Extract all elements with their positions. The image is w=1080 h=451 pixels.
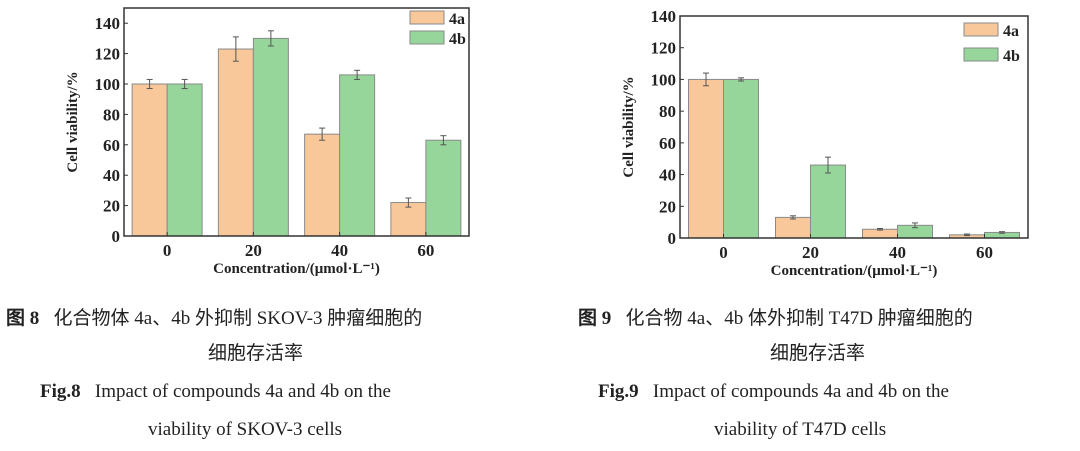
legend-label-4a: 4a [1003, 23, 1019, 40]
chart-fig8: 0 20 40 60 80 100 120 140 0 20 40 60 Concentration/(… [65, 7, 470, 277]
y-tick-label: 60 [659, 134, 676, 153]
bar-4a-40 [304, 133, 341, 237]
legend-swatch-4a [963, 22, 999, 37]
caption-fig8-cn-line1: 图 8 化合物体 4a、4b 外抑制 SKOV-3 肿瘤细胞的 [6, 303, 422, 330]
bar-4b-40 [339, 74, 376, 237]
legend-label-4b: 4b [449, 31, 466, 48]
y-tick-label: 120 [651, 39, 677, 58]
y-tick-label: 140 [651, 7, 677, 26]
caption-text: Impact of compounds 4a and 4b on the [94, 381, 391, 402]
caption-text: 化合物 4a、4b 体外抑制 T47D 肿瘤细胞的 [625, 308, 973, 329]
y-tick-label: 40 [659, 166, 676, 185]
caption-fig8-cn-line2: 细胞存活率 [208, 343, 304, 364]
y-tick-label: 0 [112, 227, 121, 246]
y-tick-label: 100 [651, 70, 677, 89]
bar-4b-20 [810, 164, 846, 239]
caption-fig9-cn-label: 图 9 [578, 308, 612, 329]
legend-label-4b: 4b [1003, 48, 1020, 65]
y-tick-label: 20 [659, 197, 676, 216]
caption-fig9-cn-line2: 细胞存活率 [770, 343, 866, 364]
y-axis-label: Cell viability/% [65, 71, 81, 172]
y-tick-label: 40 [103, 166, 120, 185]
bar-4b-0 [723, 78, 759, 239]
legend-swatch-4b [963, 47, 999, 62]
bar-4b-20 [252, 37, 289, 237]
legend-label-4a: 4a [449, 11, 465, 28]
plot-frame [123, 7, 470, 237]
x-tick-label: 40 [889, 243, 906, 262]
caption-text: 化合物体 4a、4b 外抑制 SKOV-3 肿瘤细胞的 [53, 308, 423, 329]
y-tick-label: 0 [668, 229, 677, 248]
x-tick-label: 40 [331, 241, 348, 260]
x-tick-label: 60 [417, 241, 434, 260]
y-tick-label: 20 [103, 197, 120, 216]
y-tick-label: 120 [95, 45, 121, 64]
bar-4a-0 [688, 78, 724, 239]
x-axis-label: Concentration/(μmol·L⁻¹) [213, 261, 380, 277]
x-tick-label: 60 [976, 243, 993, 262]
bar-4b-0 [166, 83, 203, 237]
caption-fig9-en-line2: viability of T47D cells [714, 419, 887, 440]
y-axis-label: Cell viability/% [621, 76, 637, 177]
caption-fig9-cn-line1: 图 9 化合物 4a、4b 体外抑制 T47D 肿瘤细胞的 [578, 303, 973, 330]
caption-fig8-en-line1: Fig.8 Impact of compounds 4a and 4b on t… [40, 381, 391, 403]
plot-frame [679, 15, 1029, 239]
y-tick-label: 60 [103, 136, 120, 155]
bar-4a-20 [217, 48, 254, 237]
bar-4a-20 [775, 216, 811, 239]
caption-fig8-en-label: Fig.8 [40, 381, 81, 402]
caption-fig8-cn-label: 图 8 [6, 308, 40, 329]
y-tick-label: 140 [95, 14, 121, 33]
legend-swatch-4a [409, 10, 445, 25]
bar-4b-60 [425, 139, 462, 237]
caption-fig9-en-line1: Fig.9 Impact of compounds 4a and 4b on t… [598, 381, 949, 403]
bar-4a-40 [862, 228, 898, 239]
y-tick-label: 80 [659, 102, 676, 121]
x-tick-label: 0 [719, 243, 728, 262]
bar-4a-0 [131, 83, 168, 237]
x-tick-label: 0 [163, 241, 172, 260]
caption-fig8-en-line2: viability of SKOV-3 cells [148, 419, 343, 440]
caption-fig9-en-label: Fig.9 [598, 381, 639, 402]
y-tick-label: 80 [103, 105, 120, 124]
chart-fig9: 0 20 40 60 80 100 120 140 0 20 40 60 Concentration/(… [621, 7, 1029, 279]
x-tick-label: 20 [802, 243, 819, 262]
x-tick-label: 20 [245, 241, 262, 260]
y-tick-label: 100 [95, 75, 121, 94]
x-axis-label: Concentration/(μmol·L⁻¹) [771, 263, 938, 279]
legend-swatch-4b [409, 30, 445, 45]
caption-text: Impact of compounds 4a and 4b on the [652, 381, 949, 402]
